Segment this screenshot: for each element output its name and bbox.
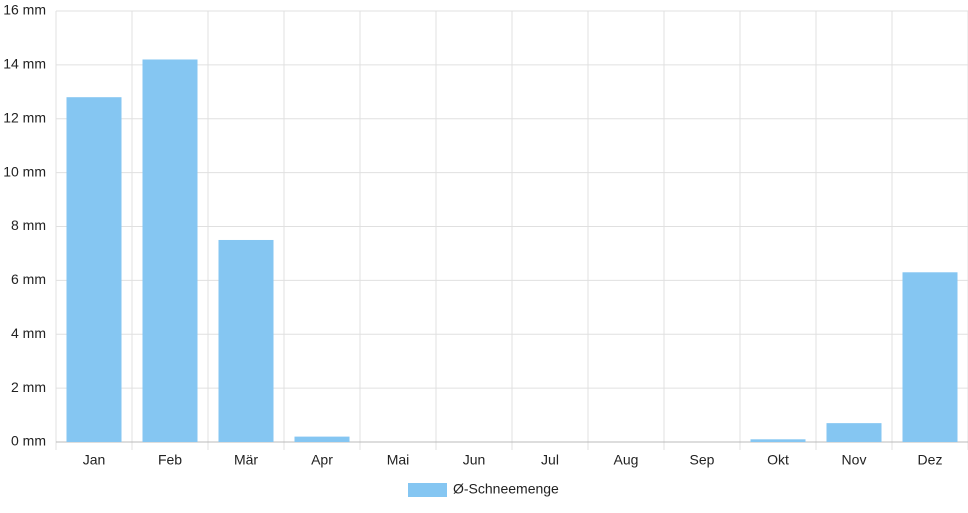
x-tick-label: Sep — [690, 452, 715, 468]
x-tick-label: Mai — [387, 452, 410, 468]
y-tick-label: 12 mm — [3, 109, 46, 125]
x-tick-label: Jun — [463, 452, 486, 468]
y-tick-label: 10 mm — [3, 163, 46, 179]
y-tick-label: 0 mm — [11, 433, 46, 449]
y-tick-label: 6 mm — [11, 271, 46, 287]
x-tick-label: Apr — [311, 452, 333, 468]
bar — [902, 272, 958, 442]
y-tick-label: 8 mm — [11, 217, 46, 233]
y-tick-label: 4 mm — [11, 325, 46, 341]
x-tick-label: Jan — [83, 452, 106, 468]
x-tick-label: Okt — [767, 452, 789, 468]
x-tick-label: Mär — [234, 452, 258, 468]
x-tick-label: Jul — [541, 452, 559, 468]
y-tick-label: 14 mm — [3, 56, 46, 72]
bar — [218, 239, 274, 442]
bar — [66, 97, 122, 442]
x-tick-label: Dez — [918, 452, 943, 468]
legend-label: Ø-Schneemenge — [453, 481, 559, 497]
legend-swatch — [408, 483, 447, 497]
x-tick-label: Nov — [842, 452, 867, 468]
x-tick-label: Aug — [614, 452, 639, 468]
bar — [142, 59, 198, 443]
x-tick-label: Feb — [158, 452, 182, 468]
y-tick-label: 16 mm — [3, 2, 46, 18]
y-tick-label: 2 mm — [11, 379, 46, 395]
bar — [294, 436, 350, 442]
bar — [750, 439, 806, 442]
bar — [826, 423, 882, 442]
